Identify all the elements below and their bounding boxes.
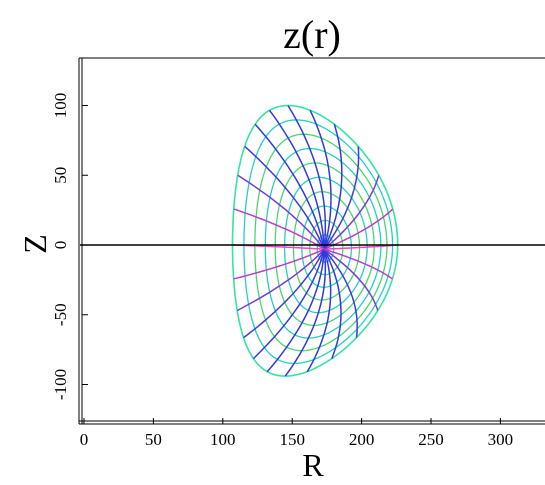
y-tick-label: -50 [51, 303, 70, 326]
y-tick-label: 100 [51, 93, 70, 119]
x-tick-label: 150 [279, 430, 305, 449]
x-tick-label: 100 [210, 430, 236, 449]
radial-ray [266, 249, 325, 373]
y-tick-label: -100 [51, 369, 70, 400]
radial-ray [237, 174, 325, 250]
radial-ray [287, 105, 327, 250]
radial-ray [309, 109, 332, 250]
x-tick-label: 50 [145, 430, 162, 449]
y-axis-ticks: -100 -50 0 50 100 [51, 93, 88, 400]
x-tick-label: 200 [349, 430, 375, 449]
radial-ray [268, 109, 325, 250]
x-tick-label: 300 [488, 430, 514, 449]
x-axis-label: R [302, 447, 324, 483]
radial-ray [323, 175, 380, 250]
radial-ray [323, 123, 343, 250]
radial-ray [306, 248, 332, 373]
radial-ray [323, 146, 360, 250]
radial-ray [323, 248, 358, 338]
y-tick-label: 0 [51, 241, 70, 250]
x-tick-label: 0 [80, 430, 89, 449]
radial-ray [254, 123, 325, 250]
radial-ray [323, 248, 393, 280]
y-tick-label: 50 [51, 167, 70, 184]
radial-ray [323, 208, 394, 250]
radial-ray [323, 248, 379, 311]
radial-ray [284, 249, 327, 377]
radial-ray [244, 145, 325, 250]
radial-ray [323, 248, 342, 359]
radial-ray [252, 249, 325, 360]
y-axis-label: Z [17, 234, 53, 254]
radial-ray [233, 248, 325, 280]
flux-surfaces [231, 104, 399, 377]
radial-ray [236, 248, 325, 312]
x-axis-ticks: 0 50 100 150 200 250 300 [80, 418, 513, 449]
chart-title: z(r) [283, 12, 341, 57]
x-tick-label: 250 [418, 430, 444, 449]
radial-ray [243, 248, 325, 339]
radial-ray [233, 208, 325, 250]
